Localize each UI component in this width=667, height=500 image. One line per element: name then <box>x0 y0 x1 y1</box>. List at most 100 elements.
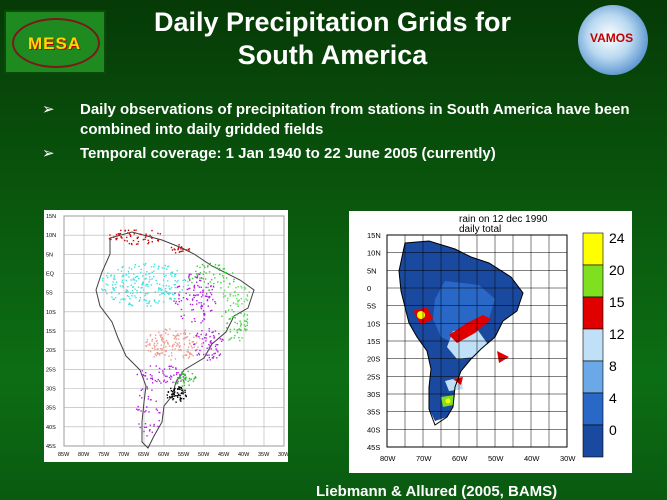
station-dot <box>196 281 198 283</box>
station-dot <box>173 300 175 302</box>
station-dot <box>181 372 183 375</box>
mesa-logo-ring <box>12 18 100 68</box>
station-dot <box>184 391 186 394</box>
station-dot <box>146 388 149 390</box>
station-dot <box>151 431 153 433</box>
station-dot <box>171 272 174 274</box>
station-dot <box>244 313 246 315</box>
station-dot <box>190 345 193 347</box>
station-dot <box>208 271 211 273</box>
station-dot <box>224 271 226 274</box>
rain-map-lon-label: 80W <box>380 454 396 463</box>
station-dot <box>166 380 169 383</box>
station-dot <box>189 332 191 335</box>
station-dot <box>129 292 132 294</box>
station-dot <box>163 267 165 269</box>
station-dot <box>179 375 181 378</box>
station-dot <box>163 330 165 332</box>
station-dot <box>130 279 132 281</box>
station-dot <box>147 292 149 294</box>
station-dot <box>243 300 246 303</box>
station-dot <box>156 344 158 347</box>
station-dot <box>178 394 180 396</box>
station-dot <box>205 337 207 339</box>
station-dot <box>110 238 112 241</box>
station-dot <box>171 354 173 357</box>
station-dot <box>244 325 247 327</box>
station-dot <box>174 298 176 300</box>
station-dot <box>174 252 177 254</box>
station-dot <box>200 308 203 310</box>
station-dot <box>148 430 151 432</box>
station-dot <box>191 298 194 300</box>
station-dot <box>121 275 123 278</box>
station-dot <box>171 344 174 346</box>
rain-map-lon-label: 50W <box>488 454 504 463</box>
station-dot <box>115 286 117 289</box>
station-dot <box>166 292 169 294</box>
station-dot <box>129 303 132 306</box>
station-dot <box>205 286 207 289</box>
station-dot <box>214 264 217 266</box>
station-dot <box>175 367 177 369</box>
station-dot <box>164 332 167 334</box>
station-dot <box>208 356 210 359</box>
station-dot <box>213 355 215 358</box>
station-dot <box>149 234 151 237</box>
station-dot <box>177 248 180 250</box>
station-map: 15N 10N 5N EQ 5S 10S 15S 20S 25S 30S 35S 40S 45S 85W… <box>46 214 290 458</box>
station-dot <box>148 241 150 244</box>
station-dot <box>183 379 185 381</box>
station-dot <box>160 289 162 292</box>
station-dot <box>166 291 168 293</box>
station-dot <box>231 272 234 274</box>
station-dot <box>229 338 231 340</box>
station-dot <box>208 346 211 349</box>
station-dot <box>115 281 118 283</box>
station-dot <box>228 318 230 320</box>
station-dot <box>139 426 141 429</box>
station-dot <box>139 394 141 397</box>
station-dot <box>157 348 159 350</box>
station-dot <box>202 342 205 344</box>
station-dot <box>156 340 158 342</box>
station-dot <box>211 279 213 281</box>
station-dot <box>106 275 108 277</box>
station-dot <box>161 289 163 291</box>
station-dot <box>122 285 124 287</box>
station-dot <box>113 287 115 290</box>
station-dot <box>143 289 145 291</box>
station-dot <box>153 342 156 345</box>
station-dot <box>230 337 233 339</box>
station-dot <box>155 340 157 342</box>
station-dot <box>198 302 200 304</box>
station-dot <box>203 357 205 359</box>
station-dot <box>167 343 169 345</box>
station-dot <box>181 385 184 387</box>
station-dot <box>136 291 138 294</box>
station-dot <box>115 233 118 236</box>
station-dot <box>164 264 167 267</box>
station-dot <box>186 336 189 338</box>
station-dot <box>192 341 195 343</box>
station-dot <box>177 388 179 390</box>
station-dot <box>119 285 122 287</box>
station-dot <box>210 293 213 296</box>
station-dot <box>205 333 208 335</box>
station-dot <box>237 303 239 305</box>
station-dot <box>132 239 135 242</box>
rain-map-lat-label: 30S <box>367 390 380 399</box>
station-dot <box>160 352 162 354</box>
station-dot <box>133 233 135 235</box>
station-dot <box>139 291 142 293</box>
station-dot <box>192 308 195 311</box>
station-dot <box>166 397 169 399</box>
station-dot <box>161 292 164 294</box>
station-dot <box>164 328 167 330</box>
station-dot <box>124 239 126 242</box>
station-dot <box>234 290 236 293</box>
station-dot <box>142 275 144 277</box>
rain-map-panel: rain on 12 dec 1990 daily total 15N 10N 5N… <box>349 211 632 473</box>
station-dot <box>172 393 175 395</box>
station-dot <box>209 310 212 312</box>
